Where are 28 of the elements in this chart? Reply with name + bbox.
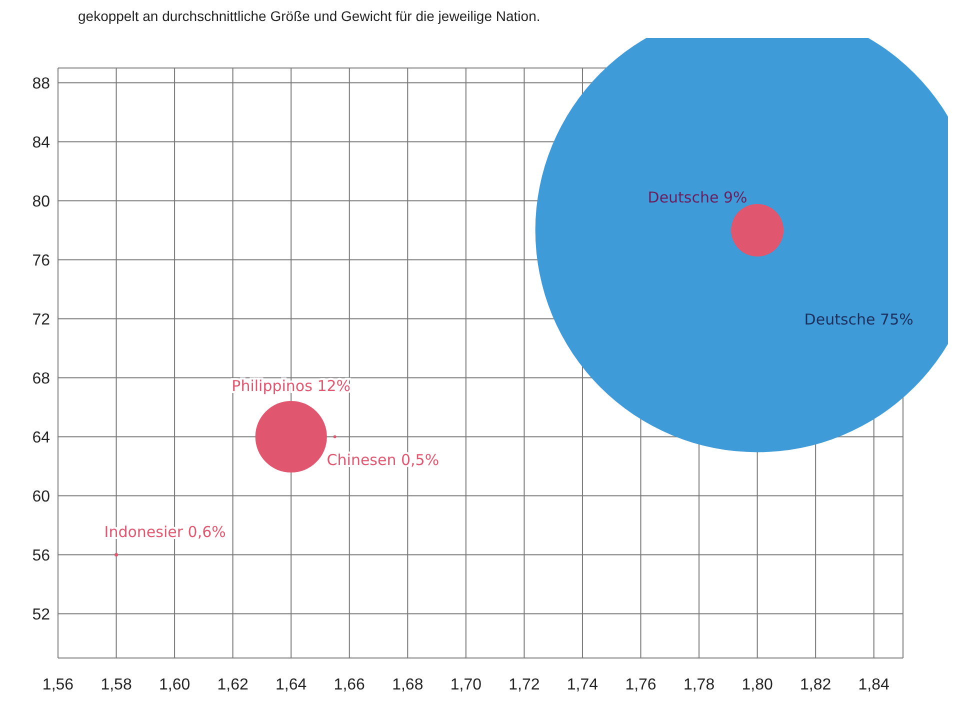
x-tick-label: 1,78 — [683, 676, 715, 694]
y-tick-label: 60 — [32, 488, 50, 506]
y-tick-label: 52 — [32, 606, 50, 624]
x-tick-label: 1,66 — [334, 676, 366, 694]
x-tick-label: 1,56 — [42, 676, 74, 694]
chart-title: gekoppelt an durchschnittliche Größe und Gewicht für die jeweilige Nation. — [77, 8, 542, 26]
data-label: Deutsche 75% — [804, 310, 914, 328]
x-tick-label: 1,62 — [217, 676, 248, 694]
x-tick-label: 1,58 — [100, 676, 132, 694]
x-tick-label: 1,64 — [276, 676, 307, 694]
y-tick-label: 76 — [32, 252, 50, 270]
x-tick-label: 1,84 — [858, 676, 890, 694]
y-tick-label: 72 — [32, 311, 50, 328]
x-tick-label: 1,72 — [508, 676, 540, 694]
x-tick-label: 1,60 — [158, 676, 190, 694]
data-label: Deutsche 9% — [648, 188, 748, 206]
x-tick-label: 1,68 — [392, 676, 424, 694]
y-tick-label: 64 — [32, 429, 50, 446]
x-tick-label: 1,80 — [742, 676, 773, 694]
y-tick-label: 68 — [32, 370, 50, 388]
y-tick-label: 84 — [32, 134, 50, 152]
y-tick-label: 88 — [32, 75, 50, 92]
x-tick-label: 1,76 — [625, 676, 656, 694]
x-tick-label: 1,82 — [800, 676, 832, 694]
y-tick-label: 80 — [32, 193, 50, 210]
x-tick-label: 1,74 — [566, 676, 598, 694]
y-tick-label: 56 — [32, 547, 50, 564]
x-tick-label: 1,70 — [450, 676, 482, 694]
